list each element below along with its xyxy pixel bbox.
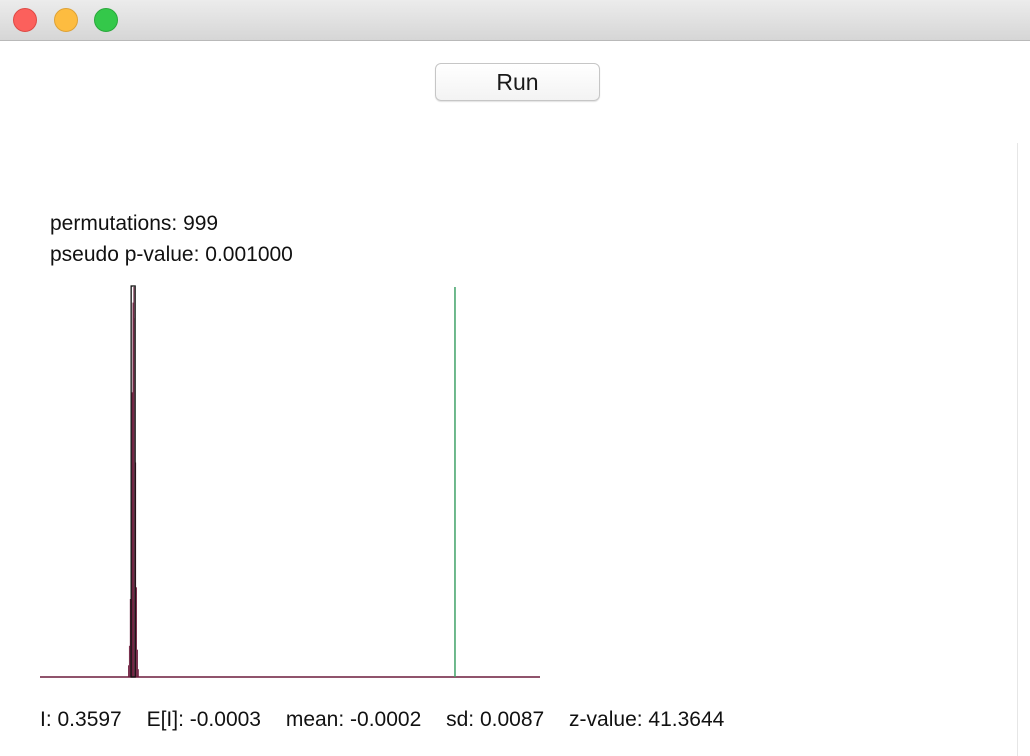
summary-bar: I: 0.3597 E[I]: -0.0003 mean: -0.0002 sd…	[40, 708, 724, 732]
close-window-button[interactable]	[13, 8, 37, 32]
pseudo-p-value-label: pseudo p-value: 0.001000	[50, 243, 293, 266]
histogram-bar-5	[132, 302, 134, 677]
permutations-label: permutations: 999	[50, 212, 219, 235]
histogram-bar-4	[131, 392, 133, 677]
histogram-bar-9	[136, 587, 137, 677]
zoom-window-button[interactable]	[94, 8, 118, 32]
expected-i-label: E[I]: -0.0003	[146, 708, 261, 731]
run-button[interactable]: Run	[435, 63, 600, 101]
histogram-bar-0	[128, 665, 129, 677]
z-value-label: z-value: 41.3644	[569, 708, 725, 731]
panel-divider	[1017, 143, 1018, 756]
histogram-bar-6	[133, 287, 135, 677]
window-titlebar	[0, 0, 1030, 41]
histogram-bar-10	[137, 649, 138, 677]
histogram-bar-11	[137, 669, 139, 677]
i-value-label: I: 0.3597	[40, 708, 122, 731]
histogram-bar-2	[129, 599, 131, 677]
minimize-window-button[interactable]	[54, 8, 78, 32]
expected-i-marker	[130, 285, 136, 678]
histogram-bar-1	[128, 645, 130, 677]
mean-label: mean: -0.0002	[285, 708, 422, 731]
sd-label: sd: 0.0087	[446, 708, 545, 731]
